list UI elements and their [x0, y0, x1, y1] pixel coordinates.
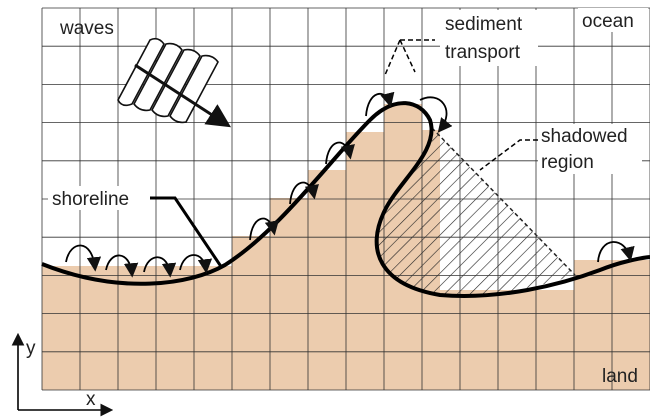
- label-waves: waves: [59, 18, 114, 39]
- label-transport: transport: [445, 42, 521, 63]
- waves-icon: [118, 39, 226, 124]
- label-land: land: [602, 366, 638, 387]
- label-region: region: [541, 152, 594, 173]
- shoreline-diagram: waves ocean sediment transport shadowed …: [0, 0, 650, 419]
- shadow-leader: [480, 140, 538, 170]
- label-shadowed: shadowed: [541, 126, 628, 147]
- label-ocean: ocean: [582, 11, 634, 32]
- label-x: x: [86, 389, 96, 410]
- sediment-leader: [385, 40, 435, 75]
- label-sediment: sediment: [445, 14, 523, 35]
- label-y: y: [26, 338, 36, 359]
- label-shoreline: shoreline: [52, 189, 129, 210]
